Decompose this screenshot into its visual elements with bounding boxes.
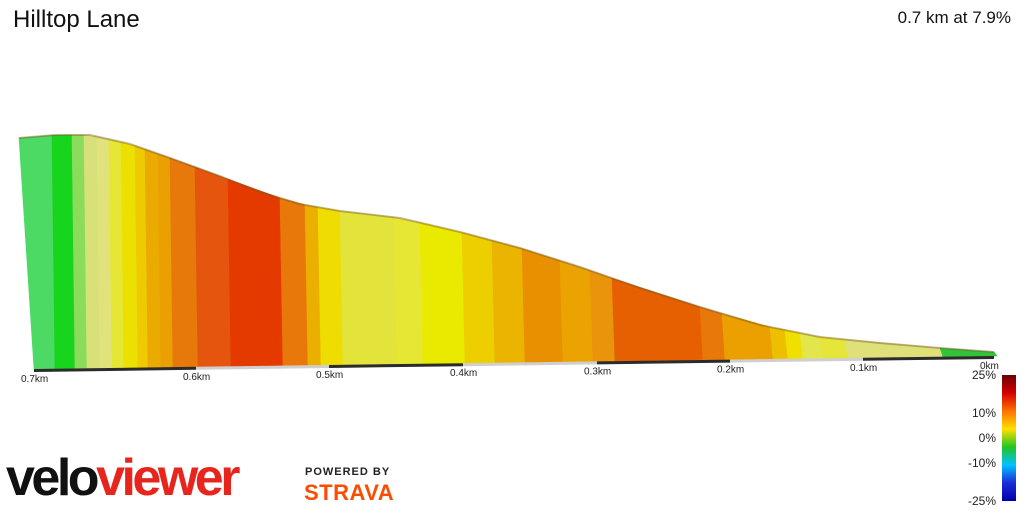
- distance-band: [462, 361, 598, 367]
- distance-band: [729, 357, 864, 363]
- profile-segment: [419, 222, 466, 365]
- profile-segment: [279, 197, 309, 366]
- legend-label: 10%: [972, 406, 996, 420]
- profile-ridge-line: [18, 134, 995, 353]
- distance-tick-label: 0km: [980, 361, 999, 372]
- profile-segment: [51, 134, 76, 370]
- profile-segment: [339, 210, 398, 366]
- profile-segment: [169, 157, 199, 368]
- distance-axis: 0.7km 0.6km 0.5km 0.4km 0.3km 0.2km 0.1km 0km: [21, 356, 999, 385]
- logo-viewer: viewer: [96, 449, 240, 507]
- distance-band: [195, 365, 330, 370]
- legend-label: -25%: [968, 494, 996, 508]
- distance-tick-label: 0.4km: [450, 368, 477, 379]
- distance-band: [33, 366, 197, 372]
- distance-band: [328, 363, 464, 369]
- profile-segment: [317, 206, 344, 366]
- profile-segment: [589, 270, 616, 362]
- gradient-legend: 25% 10% 0% -10% -25%: [968, 368, 1016, 508]
- profile-segment: [559, 260, 594, 363]
- profile-segment: [18, 134, 56, 370]
- profile-segment: [461, 232, 496, 364]
- profile-segment: [699, 306, 726, 361]
- segment-summary: 0.7 km at 7.9%: [897, 8, 1011, 27]
- logo-velo: velo: [6, 449, 100, 507]
- legend-label: 25%: [972, 368, 996, 382]
- distance-tick-label: 0.2km: [717, 365, 744, 376]
- distance-band: [862, 356, 995, 361]
- profile-segment: [844, 339, 944, 359]
- profile-segments: [18, 134, 998, 370]
- profile-segment: [194, 166, 232, 368]
- distance-tick-label: 0.5km: [316, 370, 343, 381]
- veloviewer-logo: veloviewer: [6, 449, 240, 507]
- profile-segment: [939, 347, 998, 358]
- profile-segment: [393, 216, 424, 365]
- legend-label: 0%: [979, 431, 997, 445]
- page-title: Hilltop Lane: [13, 6, 140, 33]
- distance-tick-label: 0.6km: [183, 372, 210, 383]
- profile-segment: [227, 178, 284, 367]
- legend-label: -10%: [968, 456, 996, 470]
- profile-segment: [521, 248, 564, 363]
- distance-tick-label: 0.3km: [584, 366, 611, 377]
- legend-color-bar: [1002, 375, 1016, 501]
- strava-logo: STRAVA: [304, 480, 395, 505]
- distance-band: [596, 359, 731, 365]
- distance-tick-label: 0.1km: [850, 363, 877, 374]
- distance-tick-label: 0.7km: [21, 374, 48, 385]
- profile-segment: [491, 240, 526, 364]
- powered-by-label: POWERED BY: [305, 466, 391, 478]
- profile-segment: [611, 277, 704, 362]
